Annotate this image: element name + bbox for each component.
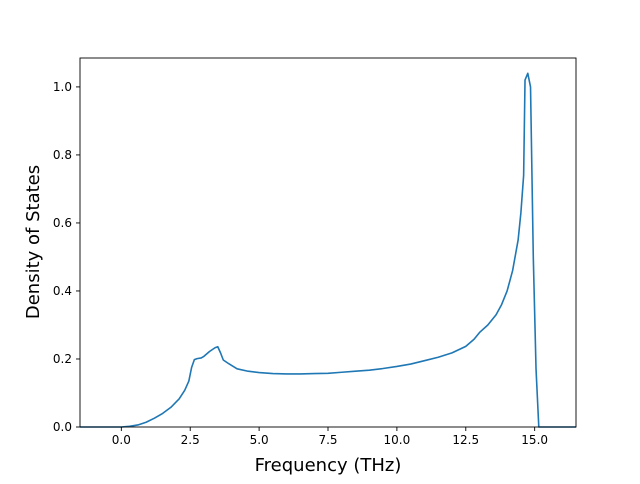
plot-area [79,57,577,428]
x-tick-label: 10.0 [384,433,411,447]
x-tick-label: 12.5 [452,433,479,447]
y-tick-label: 0.8 [53,148,72,162]
y-tick-label: 0.6 [53,216,72,230]
x-tick-label: 7.5 [318,433,337,447]
x-axis-ticks: 0.0 2.5 5.0 7.5 10.0 12.5 15.0 [112,427,548,447]
y-axis-ticks: 0.0 0.2 0.4 0.6 0.8 1.0 [53,80,80,434]
x-axis-label: Frequency (THz) [255,455,402,476]
y-tick-label: 0.2 [53,352,72,366]
y-tick-label: 1.0 [53,80,72,94]
dos-series-line [80,72,576,428]
x-tick-label: 2.5 [181,433,200,447]
y-tick-label: 0.4 [53,284,72,298]
x-tick-label: 15.0 [521,433,548,447]
axes-frame [79,57,577,428]
y-tick-label: 0.0 [53,420,72,434]
x-tick-label: 5.0 [250,433,269,447]
y-axis-label: Density of States [23,165,44,319]
x-tick-label: 0.0 [112,433,131,447]
